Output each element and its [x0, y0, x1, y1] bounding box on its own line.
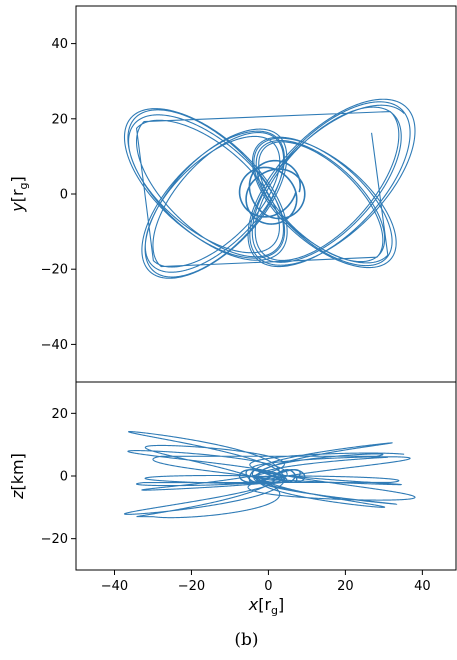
bottom-x-tick-label: 20 [337, 579, 354, 594]
top-y-tick-label: 20 [51, 112, 68, 127]
bottom-x-tick-label: 0 [264, 579, 272, 594]
top-y-axis-label: y[rg] [8, 176, 30, 213]
bottom-x-tick-label: 40 [414, 579, 431, 594]
top-y-ticks: −40 −20 0 20 40 [41, 37, 76, 353]
top-y-tick-label: −20 [41, 263, 68, 278]
top-plot-area [123, 98, 416, 279]
orbit-xz-inner-loop-line [238, 469, 306, 483]
figure-caption: (b) [234, 630, 258, 650]
top-y-tick-label: 40 [51, 37, 68, 52]
top-y-tick-label: 0 [60, 188, 68, 203]
top-panel: −40 −20 0 20 40 y[rg] [8, 5, 457, 383]
bottom-x-ticks: −40 −20 0 20 40 [101, 570, 431, 594]
orbit-xy-series-line [123, 98, 416, 279]
bottom-y-ticks: −20 0 20 [41, 407, 76, 547]
orbit-xz-series-line [123, 431, 416, 519]
bottom-y-tick-label: 20 [51, 407, 68, 422]
bottom-x-tick-label: −40 [101, 579, 128, 594]
bottom-plot-area [123, 431, 416, 519]
bottom-x-axis-label: x[rg] [248, 595, 285, 617]
bottom-y-axis-label: z[km] [8, 453, 27, 500]
orbit-xy-inner-loop-line [238, 159, 306, 225]
bottom-y-tick-label: −20 [41, 532, 68, 547]
bottom-y-tick-label: 0 [60, 470, 68, 485]
bottom-panel: −20 0 20 −40 −20 0 20 40 z[km] x[rg] [8, 381, 457, 617]
top-y-tick-label: −40 [41, 338, 68, 353]
bottom-x-tick-label: −20 [178, 579, 205, 594]
